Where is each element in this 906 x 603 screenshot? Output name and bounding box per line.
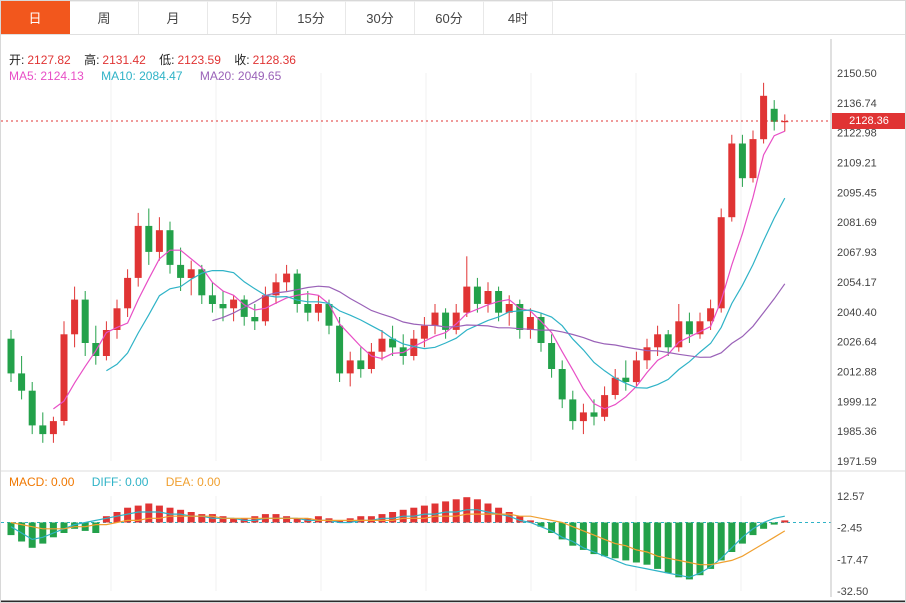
macd-axis: 12.57 -2.45 -17.47 -32.50 (837, 491, 868, 598)
macd-value-readout: MACD: 0.00 (9, 475, 74, 489)
macd-diff-line (10, 509, 785, 578)
low-value: 2123.59 (177, 53, 221, 67)
dea-value: 0.00 (197, 475, 221, 489)
svg-text:2136.74: 2136.74 (837, 98, 877, 110)
svg-text:2054.17: 2054.17 (837, 277, 877, 289)
svg-text:12.57: 12.57 (837, 491, 865, 503)
svg-text:2012.88: 2012.88 (837, 367, 877, 379)
high-value: 2131.42 (102, 53, 146, 67)
svg-text:2026.64: 2026.64 (837, 337, 877, 349)
candlesticks (7, 82, 789, 443)
svg-text:-2.45: -2.45 (837, 523, 862, 535)
ma20-value: 2049.65 (237, 69, 282, 83)
macd-value: 0.00 (51, 475, 75, 489)
ma5-label: MA5: (9, 69, 38, 83)
ma5-line (53, 130, 786, 410)
svg-text:2150.50: 2150.50 (837, 68, 877, 80)
ma5-readout: MA5: 2124.13 (9, 69, 84, 83)
diff-value-readout: DIFF: 0.00 (92, 475, 149, 489)
close-label: 收: (234, 53, 250, 67)
tab-day[interactable]: 日 (1, 1, 70, 34)
tab-30min[interactable]: 30分 (346, 1, 415, 34)
ma20-line (212, 283, 786, 358)
ohlc-readout: 开: 2127.82 高: 2131.42 低: 2123.59 收: 2128.36 (9, 51, 296, 68)
dea-value-readout: DEA: 0.00 (166, 475, 221, 489)
close-value: 2128.36 (252, 53, 296, 67)
ma5-value: 2124.13 (40, 69, 84, 83)
svg-text:2109.21: 2109.21 (837, 158, 877, 170)
timeframe-tabbar: 日 周 月 5分 15分 30分 60分 4时 (1, 1, 905, 35)
svg-text:1985.36: 1985.36 (837, 426, 877, 438)
ma20-label: MA20: (199, 69, 235, 83)
diff-label: DIFF: (91, 475, 122, 489)
svg-text:2040.40: 2040.40 (837, 307, 877, 319)
ma10-line (106, 197, 786, 389)
ma10-label: MA10: (101, 69, 136, 83)
svg-text:1999.12: 1999.12 (837, 396, 877, 408)
tab-4hour[interactable]: 4时 (484, 1, 553, 34)
tab-15min[interactable]: 15分 (277, 1, 346, 34)
macd-label: MACD: (9, 475, 48, 489)
open-label: 开: (9, 53, 25, 67)
svg-text:2122.98: 2122.98 (837, 128, 877, 140)
current-price-tag: 2128.36 (832, 113, 905, 129)
svg-text:2081.69: 2081.69 (837, 217, 877, 229)
tab-5min[interactable]: 5分 (208, 1, 277, 34)
dea-label: DEA: (165, 475, 194, 489)
low-label: 低: (159, 53, 175, 67)
ma-readout: MA5: 2124.13 MA10: 2084.47 MA20: 2049.65 (9, 69, 281, 83)
open-value: 2127.82 (27, 53, 71, 67)
svg-text:2067.93: 2067.93 (837, 247, 877, 259)
tab-60min[interactable]: 60分 (415, 1, 484, 34)
chart-canvas[interactable]: 2150.50 2136.74 2122.98 2109.21 2095.45 2081.… (1, 35, 906, 603)
tab-month[interactable]: 月 (139, 1, 208, 34)
macd-histogram (7, 497, 789, 580)
tab-week[interactable]: 周 (70, 1, 139, 34)
ma20-readout: MA20: 2049.65 (200, 69, 281, 83)
macd-dea-line (10, 513, 786, 566)
high-label: 高: (84, 53, 100, 67)
diff-value: 0.00 (125, 475, 149, 489)
macd-readout: MACD: 0.00 DIFF: 0.00 DEA: 0.00 (9, 475, 220, 489)
svg-text:2095.45: 2095.45 (837, 187, 877, 199)
price-axis: 2150.50 2136.74 2122.98 2109.21 2095.45 2081.… (837, 68, 877, 468)
ma10-readout: MA10: 2084.47 (101, 69, 182, 83)
svg-text:1971.59: 1971.59 (837, 456, 877, 468)
svg-text:-17.47: -17.47 (837, 554, 868, 566)
ma10-value: 2084.47 (139, 69, 183, 83)
svg-text:-32.50: -32.50 (837, 586, 868, 598)
